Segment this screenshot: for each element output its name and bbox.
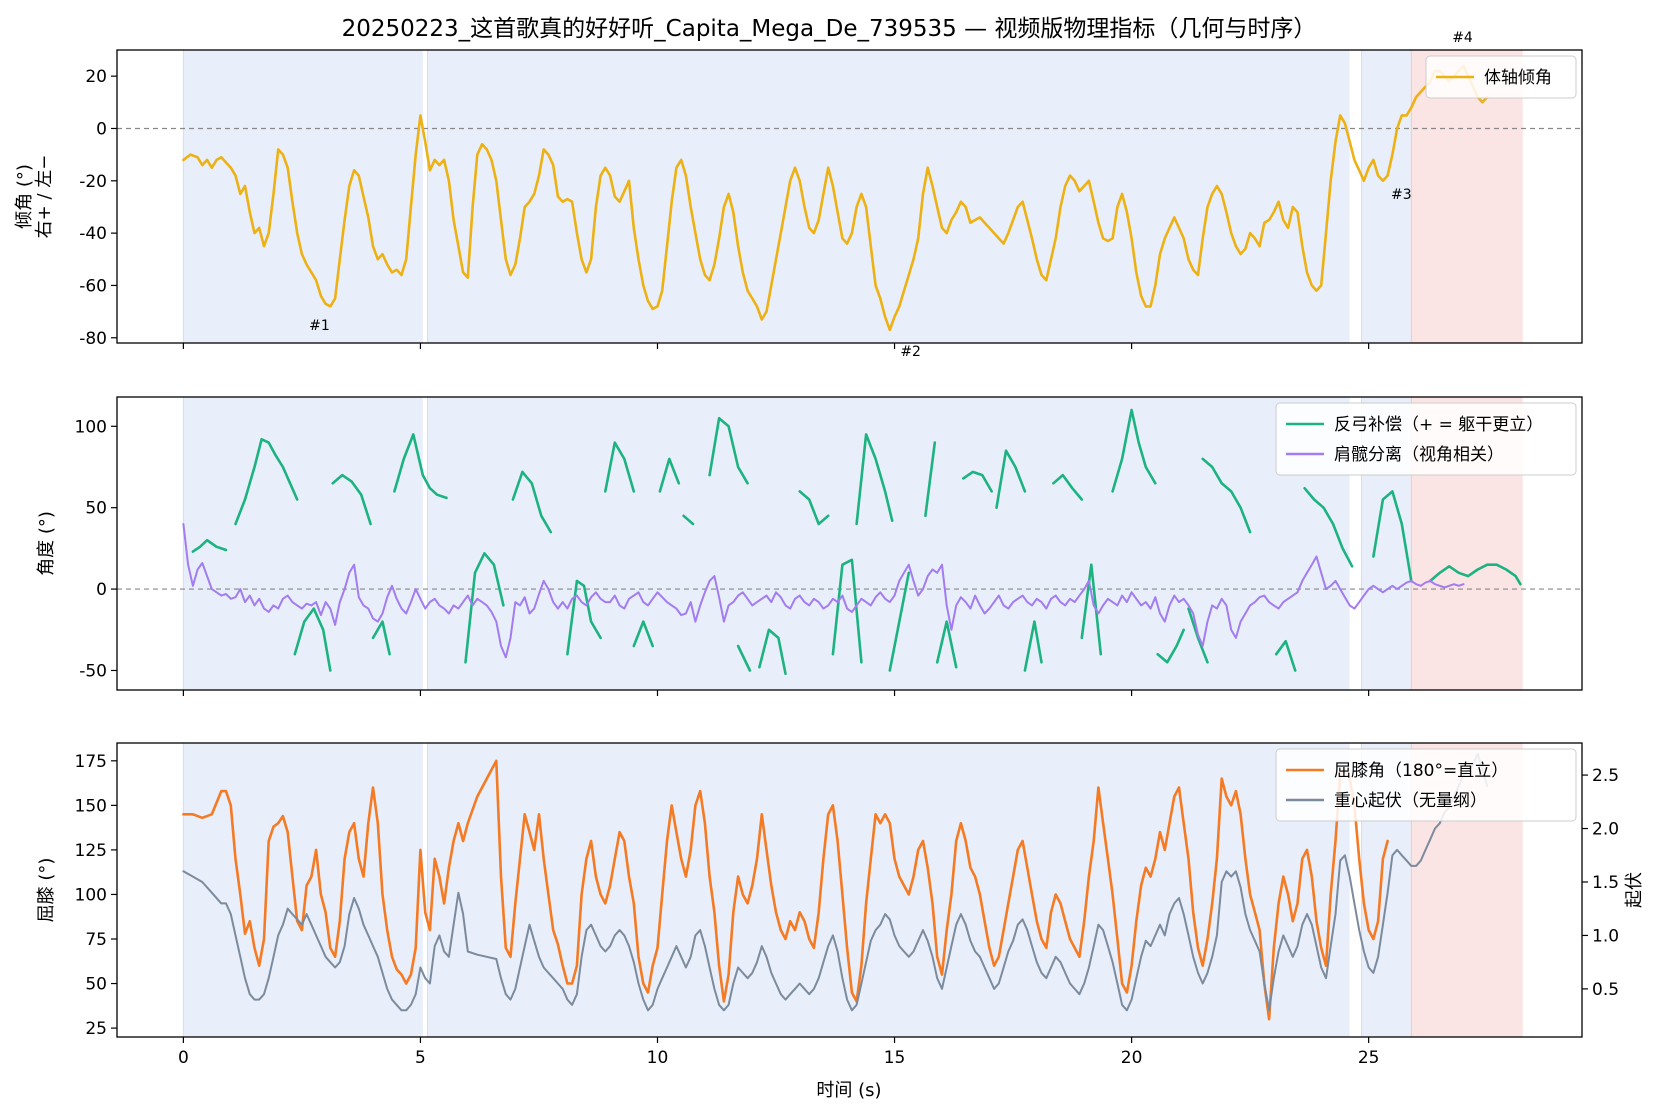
- x-tick-label: 20: [1121, 1048, 1143, 1068]
- segment-span-1: [183, 743, 422, 1037]
- x-tick-label: 5: [415, 1048, 426, 1068]
- legend-entry: 重心起伏（无量纲）: [1334, 791, 1487, 811]
- y-tick-label: -40: [79, 224, 107, 244]
- y-tick-label: 100: [75, 417, 107, 437]
- panel-3: 175 150 125 100 75 50 25 2.5 2.0 1.5 1.0 0.5 0 5 10 15 2…: [36, 743, 1645, 1068]
- segment-span-2: [428, 397, 1350, 690]
- panels: 20 0 -20 -40 -60 -80 倾角 (°)右+ / 左− #1 #2 #3 #4 体轴倾角…: [14, 30, 1645, 1068]
- y-axis-sublabel: 右+ / 左−: [34, 155, 55, 239]
- y-right-tick-label: 2.0: [1592, 820, 1619, 840]
- x-axis-label: 时间 (s): [816, 1080, 881, 1101]
- y-tick-label: 175: [75, 752, 107, 772]
- y-axis-label: 倾角 (°): [14, 164, 35, 229]
- annotation-label: #2: [900, 344, 921, 360]
- legend: 反弓补偿（+ = 躯干更立） 肩髋分离（视角相关）: [1276, 403, 1576, 475]
- x-tick-label: 0: [178, 1048, 189, 1068]
- annotation-label: #3: [1391, 187, 1412, 203]
- y-tick-label: 50: [85, 975, 107, 995]
- y-tick-label: -60: [79, 276, 107, 296]
- panel-1: 20 0 -20 -40 -60 -80 倾角 (°)右+ / 左− #1 #2 #3 #4 体轴倾角: [14, 30, 1582, 360]
- segment-span-1: [183, 50, 422, 343]
- y-tick-label: 100: [75, 885, 107, 905]
- y-tick-label: 0: [96, 119, 107, 139]
- y-tick-label: 75: [85, 930, 107, 950]
- x-tick-label: 10: [647, 1048, 669, 1068]
- x-tick-label: 25: [1358, 1048, 1380, 1068]
- y-tick-label: 20: [85, 67, 107, 87]
- chart-title: 20250223_这首歌真的好好听_Capita_Mega_De_739535 …: [342, 16, 1317, 42]
- y-axis-label: 屈膝 (°): [36, 858, 57, 923]
- annotation-label: #1: [309, 318, 330, 334]
- y-tick-label: 0: [96, 580, 107, 600]
- y-tick-label: -50: [79, 661, 107, 681]
- x-tick-label: 15: [884, 1048, 906, 1068]
- y-tick-label: -80: [79, 329, 107, 349]
- y-tick-label: 150: [75, 796, 107, 816]
- y-right-tick-label: 2.5: [1592, 766, 1619, 786]
- y-tick-label: 125: [75, 841, 107, 861]
- y-right-axis-label: 起伏: [1624, 872, 1645, 908]
- legend: 体轴倾角: [1426, 56, 1576, 98]
- legend-entry: 体轴倾角: [1484, 68, 1552, 88]
- panel-2: 100 50 0 -50 角度 (°) 反弓补偿（+ = 躯干更立） 肩髋分离（视角相关）: [36, 397, 1582, 696]
- segment-span-2: [428, 743, 1350, 1037]
- y-right-tick-label: 1.0: [1592, 926, 1619, 946]
- annotation-label: #4: [1452, 30, 1473, 46]
- legend-entry: 反弓补偿（+ = 躯干更立）: [1334, 415, 1543, 435]
- y-tick-label: -20: [79, 172, 107, 192]
- y-right-tick-label: 0.5: [1592, 980, 1619, 1000]
- y-tick-label: 50: [85, 499, 107, 519]
- y-right-tick-label: 1.5: [1592, 873, 1619, 893]
- y-tick-label: 25: [85, 1019, 107, 1039]
- legend-entry: 肩髋分离（视角相关）: [1334, 445, 1504, 465]
- y-axis-label: 角度 (°): [36, 511, 57, 576]
- legend: 屈膝角（180°=直立） 重心起伏（无量纲）: [1276, 749, 1576, 821]
- legend-entry: 屈膝角（180°=直立）: [1334, 761, 1508, 781]
